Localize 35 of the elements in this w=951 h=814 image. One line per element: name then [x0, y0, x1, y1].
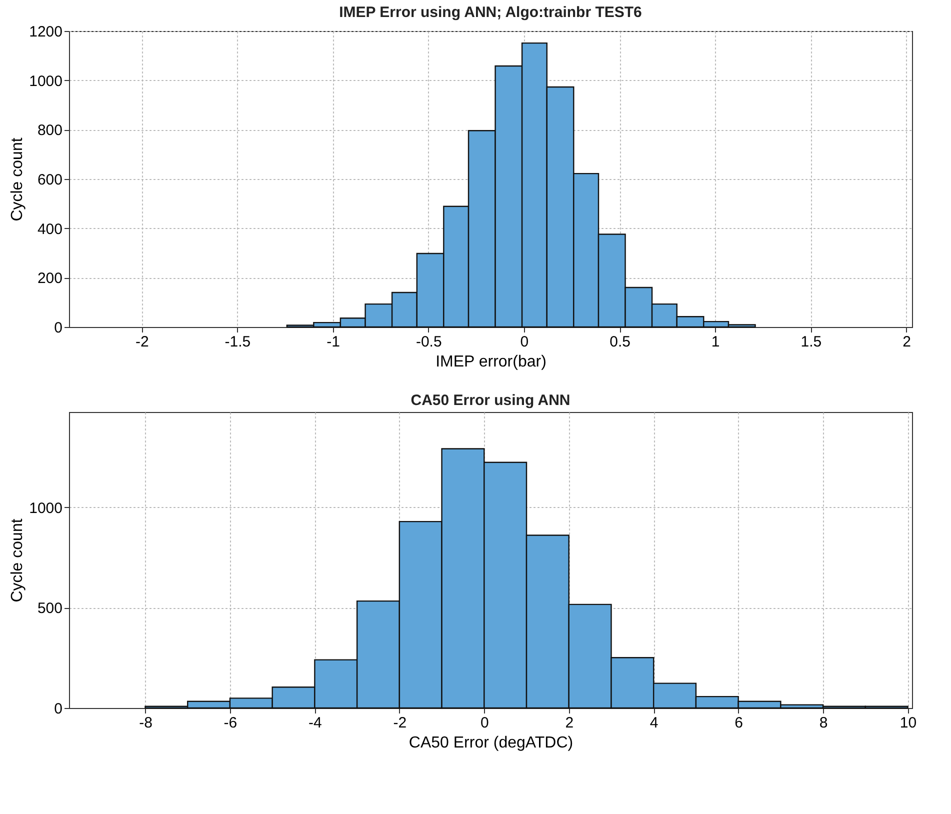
chart-title: IMEP Error using ANN; Algo:trainbr TEST6: [339, 4, 642, 21]
x-tick-label: 10: [900, 714, 917, 732]
x-tick-label: 0.5: [610, 334, 630, 350]
x-tick-label: 6: [734, 714, 743, 732]
x-axis-title: IMEP error(bar): [436, 354, 546, 370]
x-tick-label: 1: [711, 334, 720, 350]
chart-title: CA50 Error using ANN: [410, 392, 570, 409]
x-tick-label: 8: [819, 714, 828, 732]
y-axis-title: Cycle count: [9, 518, 26, 602]
x-tick-label: 4: [650, 714, 658, 732]
y-tick-label: 500: [37, 600, 62, 618]
x-tick-label: 1.5: [800, 334, 822, 350]
x-tick-label: -2: [393, 714, 407, 732]
x-tick-label: -1: [326, 334, 340, 350]
y-tick-label: 1200: [29, 24, 62, 40]
y-tick-label: 0: [54, 700, 62, 718]
y-tick-label: 400: [37, 220, 62, 238]
x-tick-label: -4: [308, 714, 322, 732]
x-tick-label: -1.5: [224, 334, 251, 350]
y-tick-label: 0: [54, 320, 62, 336]
y-tick-label: 600: [37, 172, 62, 188]
x-tick-label: -8: [139, 714, 152, 732]
y-tick-label: 1000: [29, 500, 62, 517]
x-tick-label: 2: [902, 334, 911, 350]
y-tick-label: 200: [37, 270, 62, 288]
y-axis-title: Cycle count: [9, 137, 26, 222]
x-tick-label: -6: [224, 714, 238, 732]
x-tick-label: -2: [135, 334, 149, 350]
x-axis-title: CA50 Error (degATDC): [408, 734, 574, 752]
x-tick-label: -0.5: [416, 334, 442, 350]
y-tick-label: 800: [37, 122, 62, 140]
y-tick-label: 1000: [29, 72, 62, 90]
x-tick-label: 0: [520, 334, 529, 350]
x-tick-label: 0: [480, 714, 489, 732]
x-tick-label: 2: [565, 714, 574, 732]
